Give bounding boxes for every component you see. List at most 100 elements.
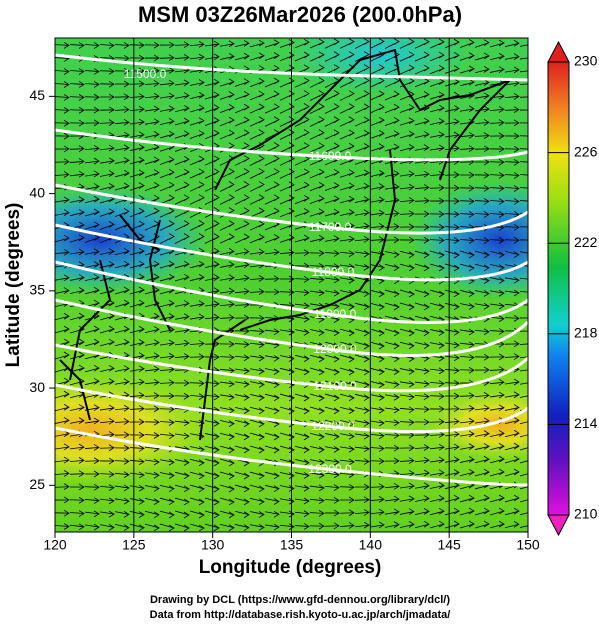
streamline-arrow: [99, 208, 115, 217]
streamline-arrow: [204, 78, 220, 87]
streamline-arrow: [414, 170, 430, 178]
streamline-arrow: [129, 169, 145, 178]
streamline-arrow: [114, 471, 130, 479]
streamline-arrow: [339, 509, 355, 517]
streamline-arrow: [84, 106, 100, 114]
streamline-arrow: [159, 156, 175, 165]
streamline-arrow: [504, 417, 520, 425]
streamline-arrow: [204, 353, 220, 361]
streamline-arrow: [519, 395, 528, 398]
streamline-arrow: [129, 510, 145, 518]
streamline-arrow: [55, 403, 70, 412]
streamline-arrow: [249, 181, 265, 192]
colorbar: [547, 61, 570, 516]
streamline-arrow: [489, 172, 505, 179]
x-tick-label: 125: [122, 537, 146, 553]
streamline-arrow: [174, 233, 190, 244]
streamline-arrow: [159, 339, 175, 347]
streamline-arrow: [234, 181, 250, 192]
streamline-arrow: [474, 443, 490, 450]
streamline-arrow: [339, 182, 355, 191]
streamline-arrow: [504, 132, 520, 140]
streamline-arrow: [369, 90, 385, 101]
streamline-arrow: [489, 106, 505, 113]
streamline-arrow: [459, 507, 475, 516]
streamline-arrow: [339, 90, 355, 101]
streamline-arrow: [474, 302, 490, 310]
streamline-arrow: [429, 329, 445, 336]
streamline-arrow: [384, 393, 400, 401]
streamline-arrow: [399, 431, 415, 439]
streamline-arrow: [249, 354, 265, 362]
streamline-arrow: [519, 187, 528, 189]
streamline-arrow: [159, 181, 175, 192]
contour-line: [55, 53, 528, 82]
streamline-arrow: [219, 248, 235, 256]
streamline-arrow: [204, 420, 220, 427]
streamline-arrow: [339, 209, 355, 216]
streamline-arrow: [249, 471, 265, 480]
streamline-arrow: [414, 77, 430, 88]
streamline-arrow: [519, 447, 528, 451]
streamline-arrow: [129, 286, 145, 295]
streamline-arrow: [309, 510, 325, 517]
streamline-arrow: [264, 328, 280, 336]
streamline-arrow: [204, 458, 220, 467]
streamline-arrow: [234, 367, 250, 375]
streamline-arrow: [459, 52, 475, 61]
streamline-arrow: [189, 53, 205, 61]
streamline-arrow: [519, 369, 528, 372]
streamline-arrow: [444, 392, 460, 400]
streamline-arrow: [519, 148, 528, 150]
streamline-arrow: [339, 445, 355, 453]
streamline-arrow: [84, 364, 100, 373]
streamline-arrow: [429, 456, 445, 464]
streamline-arrow: [354, 521, 370, 529]
streamline-arrow: [55, 248, 70, 256]
streamline-arrow: [264, 445, 280, 454]
streamline-arrow: [294, 497, 310, 505]
streamline-arrow: [204, 53, 220, 61]
x-tick-label: 145: [437, 537, 461, 553]
streamline-arrow: [144, 485, 160, 492]
streamline-arrow: [84, 208, 100, 217]
streamline-arrow: [444, 38, 460, 49]
streamline-arrow: [399, 183, 415, 191]
streamline-arrow: [174, 273, 190, 282]
x-axis-label: Longitude (degrees): [199, 557, 382, 578]
streamline-arrow: [519, 460, 528, 464]
streamline-arrow: [159, 472, 175, 479]
streamline-arrow: [234, 510, 250, 519]
streamline-arrow: [459, 171, 475, 179]
streamline-arrow: [189, 91, 205, 100]
streamline-arrow: [159, 194, 175, 205]
streamline-arrow: [264, 510, 280, 518]
y-tick-label: 30: [29, 379, 45, 395]
colorbar-tick-label: 230: [574, 53, 598, 69]
streamline-arrow: [339, 195, 355, 204]
streamline-arrow: [264, 129, 280, 140]
streamline-arrow: [234, 354, 250, 362]
streamline-arrow: [69, 94, 85, 101]
streamline-arrow: [114, 247, 130, 256]
streamline-arrow: [414, 495, 430, 502]
streamline-arrow: [354, 419, 370, 427]
streamline-arrow: [189, 79, 205, 86]
streamline-arrow: [504, 39, 520, 48]
streamline-arrow: [144, 497, 160, 505]
streamline-arrow: [144, 260, 160, 269]
streamline-arrow: [219, 287, 235, 295]
streamline-arrow: [489, 468, 505, 477]
streamline-arrow: [189, 497, 205, 506]
streamline-arrow: [55, 171, 70, 178]
streamline-arrow: [249, 381, 265, 388]
streamline-arrow: [99, 42, 115, 49]
streamline-arrow: [114, 157, 130, 164]
streamline-arrow: [55, 132, 70, 140]
streamline-arrow: [294, 90, 310, 101]
streamline-arrow: [55, 68, 70, 75]
streamline-arrow: [354, 380, 370, 389]
streamline-arrow: [159, 326, 175, 333]
streamline-arrow: [129, 156, 145, 165]
streamline-arrow: [324, 129, 340, 140]
